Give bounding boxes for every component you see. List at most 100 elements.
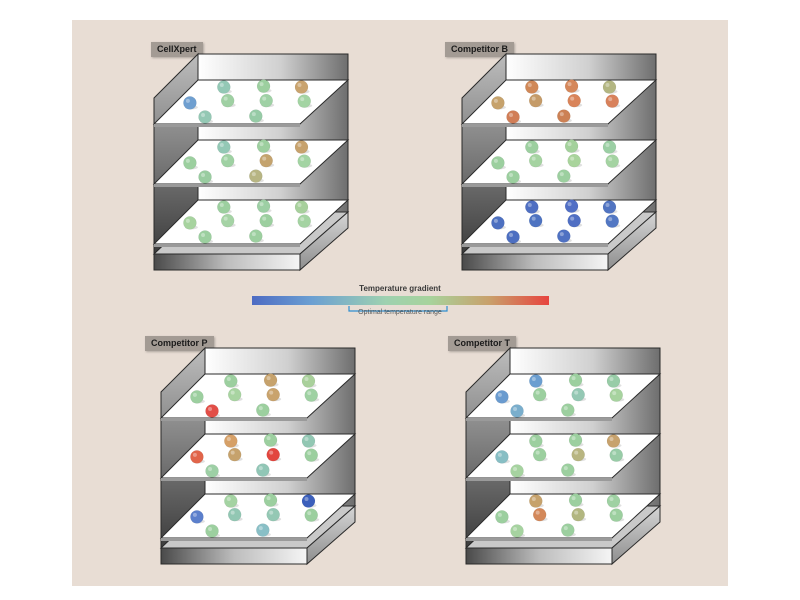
temperature-ball	[220, 213, 235, 228]
temperature-ball	[304, 508, 318, 522]
cabinet-title-cellxpert: CellXpert	[151, 42, 203, 57]
temperature-ball	[602, 140, 617, 154]
temperature-ball	[266, 507, 280, 522]
temperature-ball	[529, 434, 543, 448]
temperature-ball	[605, 154, 619, 168]
temperature-ball	[571, 507, 585, 522]
temperature-ball	[532, 507, 547, 522]
temperature-ball	[567, 153, 581, 168]
temperature-ball	[183, 96, 197, 110]
temperature-ball	[568, 433, 583, 447]
temperature-ball	[217, 200, 231, 214]
cabinet-title-competitor-t: Competitor T	[448, 336, 516, 351]
temperature-ball	[297, 94, 311, 108]
temperature-ball	[227, 507, 242, 522]
temperature-ball	[256, 79, 271, 93]
temperature-ball	[224, 374, 238, 388]
temperature-ball	[528, 213, 543, 228]
temperature-ball	[183, 216, 197, 230]
temperature-ball	[304, 448, 318, 462]
temperature-ball	[198, 110, 212, 124]
temperature-ball	[304, 388, 318, 402]
temperature-ball	[528, 153, 543, 168]
temperature-ball	[183, 156, 197, 170]
temperature-ball	[564, 79, 579, 93]
temperature-ball	[606, 434, 621, 448]
cabinet-cellxpert	[152, 52, 350, 272]
temperature-ball	[606, 494, 621, 508]
temperature-ball	[263, 493, 278, 507]
temperature-ball	[510, 464, 524, 478]
temperature-ball	[249, 229, 263, 243]
temperature-ball	[568, 493, 583, 507]
temperature-ball	[609, 508, 623, 522]
temperature-ball	[561, 523, 575, 537]
temperature-ball	[567, 213, 581, 228]
temperature-ball	[224, 494, 238, 508]
temperature-ball	[256, 523, 270, 537]
temperature-ball	[205, 404, 219, 418]
legend-optimal-range-label: Optimal temperature range	[358, 309, 442, 316]
optimal-range-bracket	[348, 306, 448, 312]
temperature-ball	[528, 93, 543, 108]
temperature-ball	[190, 390, 204, 404]
temperature-ball	[491, 96, 505, 110]
temperature-ball	[259, 93, 273, 108]
temperature-ball	[495, 510, 509, 524]
temperature-ball	[259, 213, 273, 228]
temperature-ball	[529, 494, 543, 508]
temperature-ball	[605, 94, 619, 108]
cabinet-title-competitor-b: Competitor B	[445, 42, 514, 57]
temperature-ball	[557, 169, 571, 183]
temperature-ball	[190, 450, 204, 464]
temperature-ball	[491, 216, 505, 230]
temperature-ball	[506, 230, 520, 244]
temperature-ball	[227, 447, 242, 462]
temperature-ball	[217, 140, 231, 154]
temperature-ball	[491, 156, 505, 170]
temperature-ball	[263, 433, 278, 447]
temperature-ball	[256, 199, 271, 213]
temperature-ball	[294, 80, 309, 94]
temperature-ball	[561, 403, 575, 417]
temperature-ball	[525, 80, 539, 94]
temperature-ball	[301, 434, 316, 448]
temperature-ball	[301, 374, 316, 388]
temperature-ball	[532, 387, 547, 402]
temperature-ball	[205, 464, 219, 478]
temperature-ball	[256, 403, 270, 417]
cabinet-competitor-t	[464, 346, 662, 566]
temperature-ball	[525, 200, 539, 214]
temperature-ball	[256, 139, 271, 153]
temperature-ball	[259, 153, 273, 168]
cabinet-title-competitor-p: Competitor P	[145, 336, 214, 351]
temperature-ball	[220, 153, 235, 168]
temperature-ball	[249, 109, 263, 123]
temperature-ball	[525, 140, 539, 154]
temperature-ball	[571, 387, 585, 402]
temperature-ball	[266, 447, 280, 462]
temperature-ball	[605, 214, 619, 228]
temperature-ball	[217, 80, 231, 94]
temperature-ball	[506, 170, 520, 184]
cabinet-competitor-p	[159, 346, 357, 566]
temperature-ball	[609, 448, 623, 462]
temperature-ball	[564, 199, 579, 213]
temperature-ball	[297, 214, 311, 228]
temperature-ball	[198, 170, 212, 184]
temperature-gradient-bar	[252, 296, 549, 305]
temperature-ball	[205, 524, 219, 538]
temperature-ball	[529, 374, 543, 388]
temperature-ball	[561, 463, 575, 477]
temperature-ball	[263, 373, 278, 387]
temperature-ball	[602, 80, 617, 94]
temperature-ball	[294, 140, 309, 154]
temperature-ball	[506, 110, 520, 124]
temperature-ball	[609, 388, 623, 402]
temperature-ball	[297, 154, 311, 168]
temperature-ball	[220, 93, 235, 108]
temperature-ball	[557, 109, 571, 123]
temperature-ball	[294, 200, 309, 214]
temperature-ball	[266, 387, 280, 402]
temperature-ball	[571, 447, 585, 462]
